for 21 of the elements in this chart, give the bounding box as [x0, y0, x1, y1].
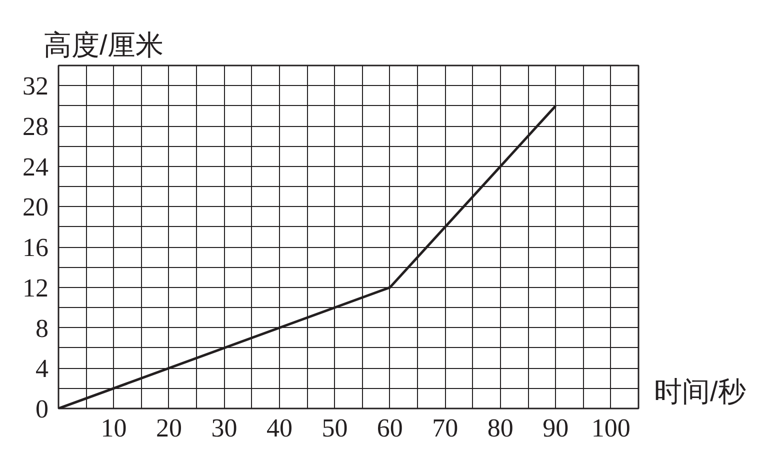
- y-tick-label: 16: [22, 233, 48, 262]
- x-tick-label: 100: [591, 414, 630, 442]
- y-tick-label: 4: [36, 354, 48, 384]
- x-tick-label: 60: [376, 414, 403, 442]
- x-tick-label: 50: [322, 414, 348, 442]
- y-tick-label: 0: [36, 394, 48, 424]
- y-tick-label: 12: [22, 273, 48, 302]
- x-tick-label: 70: [432, 414, 458, 442]
- y-tick-label: 32: [22, 72, 48, 101]
- y-tick-label: 20: [22, 192, 48, 222]
- x-tick-label: 30: [211, 414, 238, 442]
- x-tick-label: 40: [266, 414, 292, 442]
- y-tick-label: 8: [36, 314, 48, 343]
- y-tick-label: 24: [22, 152, 48, 182]
- y-axis-title: 高度/厘米: [44, 30, 164, 60]
- x-tick-label: 90: [542, 414, 569, 442]
- x-axis-title: 时间/秒: [654, 375, 746, 409]
- x-tick-label: 20: [156, 414, 182, 442]
- x-tick-label: 80: [487, 414, 514, 442]
- y-tick-label: 28: [22, 112, 48, 142]
- x-tick-label: 10: [100, 414, 127, 442]
